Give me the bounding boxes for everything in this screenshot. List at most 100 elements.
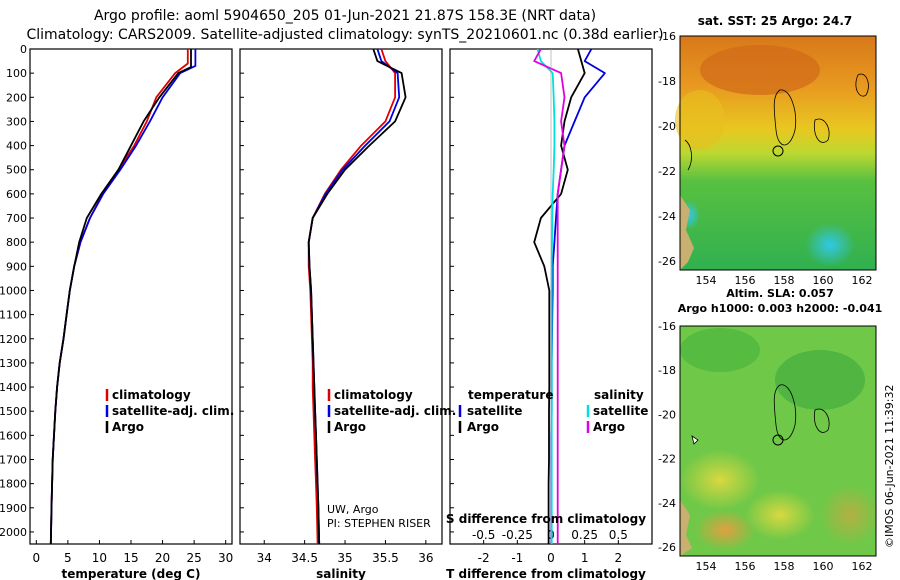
sla-map-frame [679, 325, 877, 557]
legend-satellite: satellite-adj. clim. [112, 404, 234, 418]
sst-map [675, 35, 877, 271]
reef-contour [855, 73, 869, 97]
salinity-xlabel: salinity [316, 567, 366, 580]
legend-t-satellite: satellite [467, 404, 522, 418]
depth-tick-label: 500 [6, 164, 27, 177]
legend-satellite: satellite-adj. clim. [334, 404, 456, 418]
x-tick-label: 5 [64, 551, 72, 565]
legend-s-satellite: satellite [593, 404, 648, 418]
map-lat-label: -26 [658, 255, 676, 268]
map-lon-label: 160 [813, 274, 834, 287]
x-tick-label: 0 [32, 551, 40, 565]
map-lon-label: 158 [774, 274, 795, 287]
difference-xlabel-top: S difference from climatology [446, 512, 646, 526]
series-line-argo [307, 48, 407, 545]
map-lat-label: -16 [658, 30, 676, 43]
sla-patch [680, 328, 760, 372]
x-tick-label: 2 [615, 551, 623, 565]
series-line-satellite-adj-clim- [49, 49, 197, 545]
sst-map-frame [679, 35, 877, 271]
header-line1: Argo profile: aoml 5904650_205 01-Jun-20… [94, 8, 596, 24]
map-lat-label: -20 [658, 120, 676, 133]
x-tick-label: 35.5 [372, 551, 399, 565]
series-line-t-argo [533, 48, 586, 544]
x-tick-label: 34.5 [291, 551, 318, 565]
series-line-argo [49, 49, 192, 545]
depth-tick-label: 1800 [0, 478, 27, 491]
coastline [680, 195, 694, 270]
pi-annotation-line1: UW, Argo [327, 503, 379, 516]
legend-argo: Argo [334, 420, 366, 434]
depth-tick-label: 0 [20, 43, 27, 56]
map-lon-label: 154 [696, 274, 717, 287]
sla-map [679, 325, 880, 557]
map-lat-label: -24 [658, 497, 676, 510]
legend-salinity-title: salinity [594, 388, 644, 402]
depth-tick-label: 1100 [0, 309, 27, 322]
sst-warm-patch [700, 45, 820, 95]
map-lat-label: -24 [658, 210, 676, 223]
temperature-xlabel: temperature (deg C) [62, 567, 201, 580]
depth-tick-label: 1000 [0, 284, 27, 297]
map-lat-label: -16 [658, 320, 676, 333]
argo-location-marker [772, 434, 784, 446]
difference-xlabel: T difference from climatology [446, 567, 646, 580]
legend-s-argo: Argo [593, 420, 625, 434]
depth-tick-label: 700 [6, 212, 27, 225]
sst-yellow-patch [675, 90, 725, 150]
sla-map-title: Altim. SLA: 0.057 [726, 287, 833, 300]
depth-tick-label: 1600 [0, 429, 27, 442]
difference-legend: temperature salinity satellite Argo sate… [458, 388, 648, 434]
x-tick-label: 36 [418, 551, 433, 565]
series-line-t-satellite [550, 48, 606, 544]
reef-contour [684, 139, 692, 171]
map-lon-label: 162 [852, 560, 873, 573]
x-tick-label: 25 [186, 551, 201, 565]
pi-annotation-line2: PI: STEPHEN RISER [327, 517, 431, 530]
map-lat-label: -22 [658, 165, 676, 178]
legend-t-argo: Argo [467, 420, 499, 434]
x-tick-label: -1 [511, 551, 523, 565]
depth-tick-label: 1200 [0, 333, 27, 346]
sla-patch [745, 490, 815, 540]
map-lon-label: 160 [813, 560, 834, 573]
x-tick-label: 30 [218, 551, 233, 565]
depth-tick-label: 1900 [0, 502, 27, 515]
map-lat-label: -18 [658, 75, 676, 88]
temperature-legend: climatology satellite-adj. clim. Argo [105, 388, 234, 434]
map-lat-label: -18 [658, 364, 676, 377]
s-tick-label: 0.5 [609, 528, 628, 542]
legend-climatology: climatology [112, 388, 191, 402]
series-line-s-satellite [536, 48, 556, 544]
legend-climatology: climatology [334, 388, 413, 402]
series-line-s-argo [533, 48, 566, 544]
depth-tick-label: 100 [6, 67, 27, 80]
x-tick-label: 10 [92, 551, 107, 565]
depth-tick-label: 200 [6, 91, 27, 104]
depth-axis: 0 100 200 300 400 500 600 700 800 900 1000 1100 1200… [0, 43, 454, 539]
depth-tick-label: 1700 [0, 453, 27, 466]
x-tick-label: -2 [478, 551, 490, 565]
imos-credit: ©IMOS 06-Jun-2021 11:39:32 [883, 384, 896, 548]
series-line-climatology [307, 48, 397, 545]
x-tick-label: 15 [123, 551, 138, 565]
header-line2: Climatology: CARS2009. Satellite-adjuste… [26, 27, 663, 43]
reef-contour [773, 89, 797, 146]
depth-tick-label: 600 [6, 188, 27, 201]
map-lat-label: -22 [658, 453, 676, 466]
sla-patch [680, 450, 760, 510]
series-line-satellite-adj-clim- [307, 48, 401, 545]
legend-argo: Argo [112, 420, 144, 434]
x-tick-label: 0 [547, 551, 555, 565]
x-tick-label: 35 [337, 551, 352, 565]
reef-contour [691, 435, 699, 445]
map-lon-label: 154 [696, 560, 717, 573]
sla-patch [775, 350, 865, 410]
s-tick-label: 0.25 [571, 528, 598, 542]
s-tick-label: -0.5 [472, 528, 495, 542]
reef-contour [813, 118, 830, 143]
map-lat-label: -26 [658, 541, 676, 554]
legend-temperature-title: temperature [468, 388, 553, 402]
depth-tick-label: 1400 [0, 381, 27, 394]
coastline [680, 500, 692, 556]
